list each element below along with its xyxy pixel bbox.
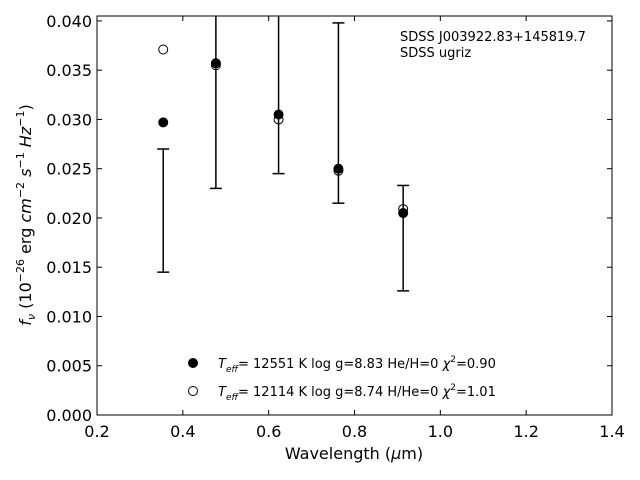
y-tick-label: 0.025 — [46, 160, 92, 179]
ticks: 0.2 0.4 0.6 0.8 1.0 1.2 1.4 0.000 0.005 0.010 0.01… — [46, 12, 625, 441]
y-tick-label: 0.040 — [46, 12, 92, 31]
point-filled — [158, 117, 169, 128]
point-open — [210, 60, 221, 71]
x-tick-label: 1.2 — [513, 422, 538, 441]
legend-marker-open — [188, 386, 198, 396]
x-tick-label: 0.2 — [84, 422, 109, 441]
y-tick-label: 0.000 — [46, 406, 92, 425]
y-tick-label: 0.010 — [46, 307, 92, 326]
x-tick-label: 1.4 — [599, 422, 624, 441]
point-open — [398, 204, 409, 215]
x-tick-label: 0.8 — [342, 422, 367, 441]
point-open — [273, 114, 284, 125]
x-tick-label: 1.0 — [428, 422, 453, 441]
legend: Teff= 12551 K log g=8.83 He/H=0 χ2=0.90 … — [188, 355, 496, 403]
y-tick-label: 0.005 — [46, 357, 92, 376]
y-tick-label: 0.035 — [46, 61, 92, 80]
point-filled — [398, 208, 409, 219]
x-tick-label: 0.6 — [256, 422, 281, 441]
x-tick-label: 0.4 — [170, 422, 195, 441]
x-axis-label: Wavelength (μm) — [285, 444, 423, 463]
point-open — [333, 165, 344, 176]
legend-marker-filled — [188, 358, 198, 368]
y-axis-label: fν (10−26 erg cm−2 s−1 Hz−1) — [14, 104, 38, 325]
annotation-filters: SDSS ugriz — [400, 46, 471, 61]
error-bars — [157, 16, 410, 292]
y-tick-label: 0.015 — [46, 258, 92, 277]
point-open — [158, 44, 169, 55]
y-tick-label: 0.020 — [46, 209, 92, 228]
data-points — [158, 44, 409, 219]
annotation-object-name: SDSS J003922.83+145819.7 — [400, 30, 586, 45]
plot-frame — [96, 15, 613, 416]
legend-entry-1: Teff= 12551 K log g=8.83 He/H=0 χ2=0.90 — [218, 355, 496, 375]
y-tick-label: 0.030 — [46, 110, 92, 129]
legend-entry-2: Teff= 12114 K log g=8.74 H/He=0 χ2=1.01 — [218, 383, 496, 403]
